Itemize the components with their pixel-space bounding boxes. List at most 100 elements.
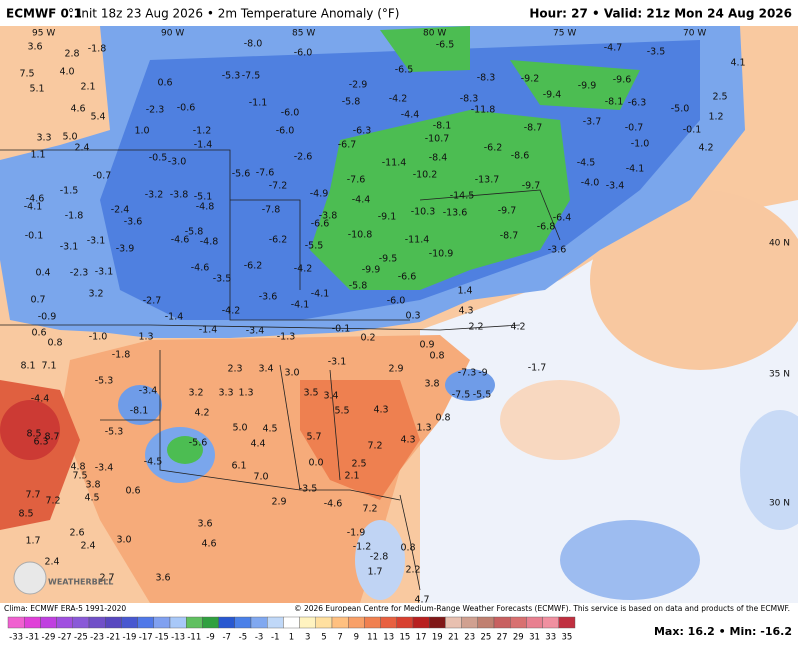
colorbar-tick-label: -7 (222, 633, 230, 643)
anomaly-label: -10.7 (425, 134, 450, 145)
anomaly-label: -6.0 (276, 126, 295, 137)
anomaly-label: 4.7 (414, 595, 429, 606)
anomaly-label: 4.3 (458, 306, 473, 317)
logo: WEATHERBELL (13, 561, 113, 595)
anomaly-label: 7.1 (41, 361, 56, 372)
anomaly-label: -4.1 (291, 300, 310, 311)
anomaly-label: -6.2 (269, 235, 288, 246)
colorbar-tick-label: 13 (383, 633, 394, 643)
anomaly-label: 3.5 (303, 388, 318, 399)
colorbar-swatch (185, 616, 203, 629)
anomaly-label: 0.6 (125, 486, 140, 497)
anomaly-label: 4.2 (194, 408, 209, 419)
anomaly-label: 7.7 (25, 490, 40, 501)
anomaly-label: 2.5 (351, 459, 366, 470)
anomaly-label: -1.2 (353, 542, 372, 553)
anomaly-label: -8.1 (130, 406, 149, 417)
colorbar-swatch (445, 616, 462, 629)
anomaly-label: 0.4 (35, 268, 50, 279)
max-min: Max: 16.2 • Min: -16.2 (654, 625, 792, 638)
latitude-label: 35 N (769, 370, 790, 380)
anomaly-label: -6.5 (395, 65, 414, 76)
anomaly-label: -14.5 (450, 191, 475, 202)
colorbar-swatch (510, 616, 527, 629)
anomaly-label: -3.6 (548, 245, 567, 256)
anomaly-label: -9.9 (362, 265, 381, 276)
anomaly-label: 2.1 (344, 471, 359, 482)
colorbar-swatch (24, 616, 41, 629)
colorbar-tick-label: -31 (25, 633, 39, 643)
anomaly-label: -7.6 (256, 168, 275, 179)
anomaly-label: -3.1 (87, 236, 106, 247)
anomaly-label: -4.4 (352, 195, 371, 206)
longitude-label: 80 W (423, 29, 446, 39)
anomaly-label: -3.4 (95, 463, 114, 474)
anomaly-label: -1.7 (528, 363, 547, 374)
anomaly-label: -8.7 (500, 231, 519, 242)
anomaly-label: -4.1 (626, 164, 645, 175)
anomaly-label: -1.9 (347, 528, 366, 539)
colorbar-tick-label: -13 (171, 633, 185, 643)
anomaly-label: -4.2 (294, 264, 313, 275)
anomaly-label: -9.1 (378, 212, 397, 223)
anomaly-label: -8.4 (429, 153, 448, 164)
anomaly-label: -4.2 (222, 306, 241, 317)
colorbar-swatch (493, 616, 511, 629)
anomaly-label: 1.4 (457, 286, 472, 297)
anomaly-label: -3.9 (116, 244, 135, 255)
anomaly-label: 8.7 (44, 432, 59, 443)
anomaly-label: -3.1 (328, 357, 347, 368)
anomaly-label: -1.0 (89, 332, 108, 343)
colorbar-swatch (461, 616, 479, 629)
anomaly-label: 7.2 (45, 496, 60, 507)
anomaly-label: -5.1 (194, 192, 213, 203)
copyright: © 2026 European Centre for Medium-Range … (294, 604, 790, 613)
anomaly-label: -6.0 (294, 48, 313, 59)
anomaly-label: -0.1 (25, 231, 44, 242)
anomaly-label: 0.8 (435, 413, 450, 424)
anomaly-label: -3.5 (213, 274, 232, 285)
colorbar-swatch (542, 616, 559, 629)
colorbar-swatch (40, 616, 57, 629)
anomaly-label: 8.1 (20, 361, 35, 372)
anomaly-label: -8.0 (244, 39, 263, 50)
anomaly-label: -1.2 (193, 126, 212, 137)
anomaly-label: -5.8 (342, 97, 361, 108)
anomaly-label: 0.0 (308, 458, 323, 469)
anomaly-label: 0.9 (419, 340, 434, 351)
anomaly-label: -8.7 (524, 123, 543, 134)
anomaly-label: -3.2 (145, 190, 164, 201)
colorbar-tick-label: 5 (321, 633, 326, 643)
anomaly-label: 4.3 (373, 405, 388, 416)
anomaly-label: -4.1 (24, 202, 43, 213)
colorbar-swatch (348, 616, 365, 629)
anomaly-label: 3.2 (188, 388, 203, 399)
anomaly-label: -8.1 (433, 121, 452, 132)
anomaly-label: -2.3 (146, 105, 165, 116)
colorbar-swatch (137, 616, 155, 629)
anomaly-label: -4.1 (311, 289, 330, 300)
colorbar-swatch (7, 616, 25, 629)
anomaly-label: 1.1 (30, 150, 45, 161)
colorbar-tick-label: 23 (464, 633, 475, 643)
latitude-label: 40 N (769, 239, 790, 249)
anomaly-label: 7.2 (362, 504, 377, 515)
anomaly-label: 2.7 (99, 573, 114, 584)
anomaly-label: 4.6 (70, 104, 85, 115)
anomaly-label: -3.1 (95, 267, 114, 278)
colorbar-tick-label: 3 (305, 633, 310, 643)
colorbar-swatch (153, 616, 171, 629)
anomaly-label: -9.5 (379, 254, 398, 265)
anomaly-label: -3.5 (299, 484, 318, 495)
colorbar-swatch (396, 616, 414, 629)
longitude-label: 95 W (32, 29, 55, 39)
anomaly-label: -7.6 (347, 175, 366, 186)
anomaly-label: -6.7 (338, 140, 357, 151)
anomaly-label: -4.6 (324, 499, 343, 510)
anomaly-label: -3.4 (246, 326, 265, 337)
anomaly-label: -2.7 (143, 296, 162, 307)
anomaly-label: 2.1 (80, 82, 95, 93)
anomaly-label: -6.6 (311, 219, 330, 230)
anomaly-label: -6.8 (537, 222, 556, 233)
anomaly-label: -8.1 (605, 97, 624, 108)
